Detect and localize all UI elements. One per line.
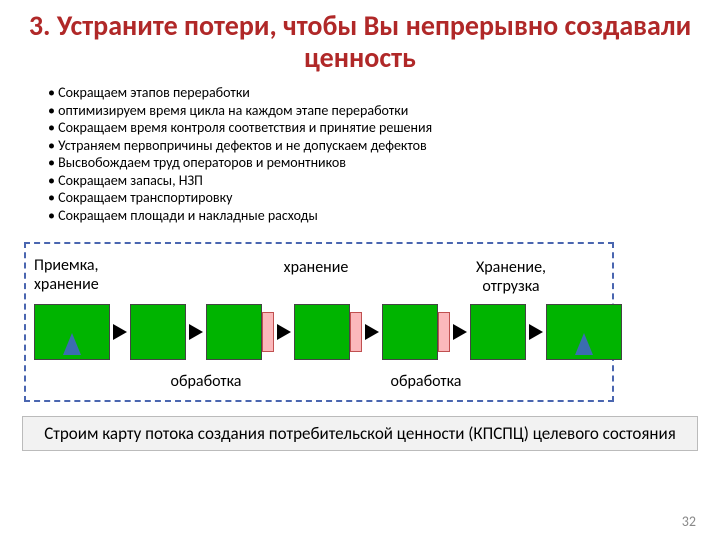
bullet-item: Высвобождаем труд операторов и ремонтник… bbox=[48, 154, 700, 172]
bullet-list: Сокращаем этапов переработкиоптимизируем… bbox=[48, 84, 700, 224]
process-block bbox=[206, 304, 262, 360]
label-bottom-1: обработка bbox=[156, 372, 256, 391]
flow-row bbox=[34, 304, 622, 360]
process-block bbox=[382, 304, 438, 360]
arrow-icon bbox=[277, 324, 291, 340]
stage-block bbox=[34, 304, 110, 360]
flow-diagram: Приемка, хранение хранение Хранение, отг… bbox=[24, 242, 614, 402]
bullet-item: оптимизируем время цикла на каждом этапе… bbox=[48, 102, 700, 120]
stage-block bbox=[546, 304, 622, 360]
bullet-item: Сокращаем время контроля соответствия и … bbox=[48, 119, 700, 137]
bullet-item: Устраняем первопричины дефектов и не доп… bbox=[48, 137, 700, 155]
footer-caption: Строим карту потока создания потребитель… bbox=[22, 416, 698, 451]
arrow-icon bbox=[189, 324, 203, 340]
process-block bbox=[470, 304, 526, 360]
page-number: 32 bbox=[682, 513, 696, 530]
arrow-icon bbox=[113, 324, 127, 340]
slide-title: 3. Устраните потери, чтобы Вы непрерывно… bbox=[20, 10, 700, 74]
bullet-item: Сокращаем этапов переработки bbox=[48, 84, 700, 102]
buffer-block bbox=[438, 312, 450, 352]
buffer-block bbox=[262, 312, 274, 352]
bullet-item: Сокращаем транспортировку bbox=[48, 189, 700, 207]
label-left: Приемка, хранение bbox=[34, 256, 124, 294]
label-right: Хранение, отгрузка bbox=[456, 258, 566, 296]
arrow-icon bbox=[453, 324, 467, 340]
label-topmid: хранение bbox=[266, 258, 366, 277]
buffer-block bbox=[350, 312, 362, 352]
process-block bbox=[130, 304, 186, 360]
arrow-icon bbox=[365, 324, 379, 340]
triangle-icon bbox=[63, 333, 81, 355]
bullet-item: Сокращаем площади и накладные расходы bbox=[48, 207, 700, 225]
label-bottom-2: обработка bbox=[376, 372, 476, 391]
arrow-icon bbox=[529, 324, 543, 340]
triangle-icon bbox=[575, 333, 593, 355]
process-block bbox=[294, 304, 350, 360]
bullet-item: Сокращаем запасы, НЗП bbox=[48, 172, 700, 190]
